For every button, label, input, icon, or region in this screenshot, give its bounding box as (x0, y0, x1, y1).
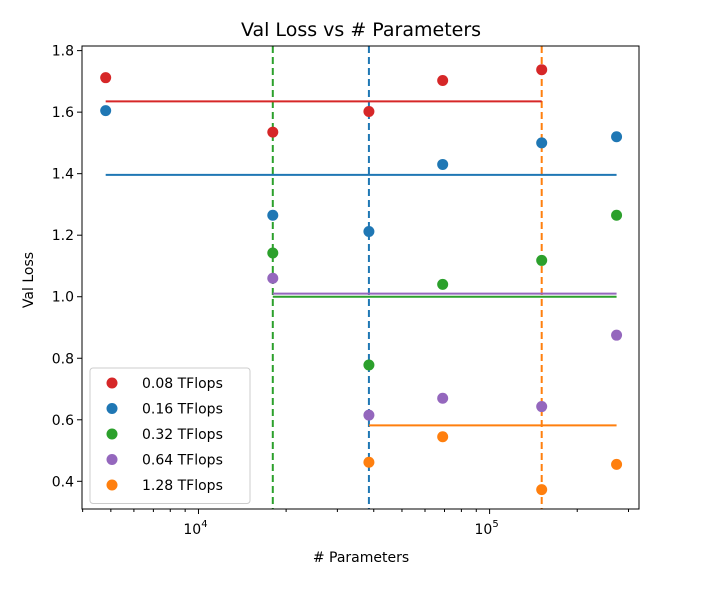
x-axis-label: # Parameters (313, 550, 409, 566)
y-tick-label: 0.8 (52, 351, 74, 367)
point-series-2-2 (437, 278, 449, 290)
point-series-3-3 (536, 401, 548, 413)
y-tick-label: 1.4 (52, 167, 74, 183)
plot-frame (81, 45, 640, 510)
legend-frame (89, 367, 251, 504)
legend-marker-0 (106, 377, 118, 389)
point-series-1-4 (536, 137, 548, 149)
legend-label-2: 0.32 TFlops (142, 427, 223, 443)
point-series-2-1 (363, 359, 375, 371)
point-series-3-4 (611, 329, 623, 341)
point-series-1-5 (611, 131, 623, 143)
legend-label-0: 0.08 TFlops (142, 376, 223, 392)
legend-label-4: 1.28 TFlops (142, 478, 223, 494)
plot-area (100, 46, 623, 509)
point-series-0-3 (437, 74, 449, 86)
x-tick-label: 105 (474, 519, 498, 538)
point-series-4-1 (437, 431, 449, 443)
point-series-0-1 (267, 126, 279, 138)
point-series-3-0 (267, 272, 279, 284)
legend-marker-3 (106, 454, 118, 465)
point-series-3-1 (363, 409, 375, 421)
legend-label-1: 0.16 TFlops (142, 402, 223, 418)
legend-marker-4 (106, 479, 118, 491)
legend-marker-2 (106, 428, 118, 440)
legend-label-3: 0.64 TFlops (142, 453, 223, 469)
point-series-4-0 (363, 456, 375, 468)
y-tick-label: 1.6 (52, 105, 74, 121)
point-series-2-4 (611, 209, 623, 221)
legend-marker-1 (106, 403, 118, 414)
point-series-0-2 (363, 106, 375, 118)
legend: 0.08 TFlops 0.16 TFlops 0.32 TFlops 0.64 TF… (89, 367, 251, 504)
point-series-1-1 (267, 209, 279, 221)
y-tick-label: 0.4 (52, 474, 74, 490)
y-tick-label: 1.0 (52, 290, 74, 306)
y-tick-label: 1.8 (52, 44, 74, 60)
y-tick-label: 1.2 (52, 228, 74, 244)
point-series-4-3 (611, 458, 623, 470)
point-series-4-2 (536, 484, 548, 496)
point-series-1-2 (363, 226, 375, 238)
point-series-2-0 (267, 247, 279, 259)
chart-title: Val Loss vs # Parameters (241, 19, 481, 41)
y-axis-label: Val Loss (21, 252, 37, 308)
axes: 0.4 0.6 0.8 1.0 1.2 1.4 1.6 1.8 104 105 (52, 44, 629, 538)
y-tick-label: 0.6 (52, 413, 74, 429)
point-series-0-0 (100, 72, 112, 84)
x-tick-label: 104 (183, 519, 207, 538)
point-series-2-3 (536, 254, 548, 266)
point-series-0-4 (536, 64, 548, 76)
point-series-1-3 (437, 158, 449, 170)
point-series-3-2 (437, 392, 449, 404)
point-series-1-0 (100, 105, 112, 117)
